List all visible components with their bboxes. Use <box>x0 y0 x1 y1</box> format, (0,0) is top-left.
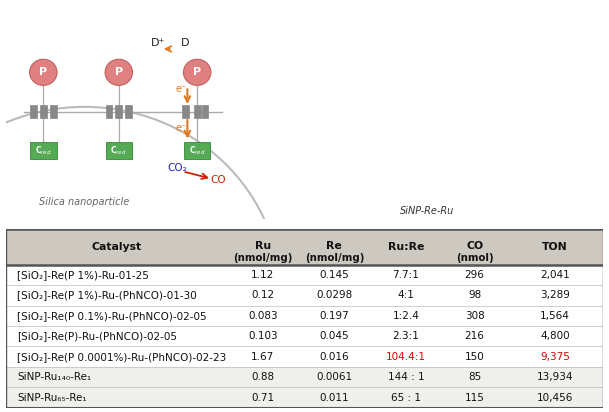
Bar <box>6 306 603 326</box>
Text: 85: 85 <box>468 372 481 382</box>
Text: CO: CO <box>466 241 483 251</box>
FancyBboxPatch shape <box>182 105 189 117</box>
Text: 2.3:1: 2.3:1 <box>393 331 420 341</box>
Text: [SiO₂]-Re(P 1%)-Ru-01-25: [SiO₂]-Re(P 1%)-Ru-01-25 <box>17 270 149 280</box>
Text: 308: 308 <box>465 311 485 321</box>
FancyBboxPatch shape <box>105 105 113 117</box>
Text: 0.197: 0.197 <box>320 311 349 321</box>
Text: 0.0061: 0.0061 <box>316 372 353 382</box>
Text: D: D <box>180 38 189 48</box>
Text: (nmol/mg): (nmol/mg) <box>304 253 364 263</box>
Text: CO: CO <box>210 176 225 185</box>
Text: 0.0298: 0.0298 <box>316 290 353 300</box>
Text: [SiO₂]-Re(P 0.1%)-Ru-(PhNCO)-02-05: [SiO₂]-Re(P 0.1%)-Ru-(PhNCO)-02-05 <box>17 311 207 321</box>
Text: P: P <box>193 67 201 77</box>
Text: 216: 216 <box>465 331 485 341</box>
Text: [SiO₂]-Re(P 1%)-Ru-(PhNCO)-01-30: [SiO₂]-Re(P 1%)-Ru-(PhNCO)-01-30 <box>17 290 197 300</box>
Text: 0.12: 0.12 <box>251 290 274 300</box>
Text: 2,041: 2,041 <box>540 270 570 280</box>
FancyBboxPatch shape <box>194 105 200 117</box>
Text: 0.016: 0.016 <box>320 352 349 362</box>
Bar <box>6 387 603 408</box>
Bar <box>507 229 603 265</box>
Text: 13,934: 13,934 <box>537 372 574 382</box>
Text: [SiO₂]-Re(P)-Ru-(PhNCO)-02-05: [SiO₂]-Re(P)-Ru-(PhNCO)-02-05 <box>17 331 177 341</box>
FancyBboxPatch shape <box>125 105 132 117</box>
Text: Ru:Re: Ru:Re <box>388 242 424 252</box>
Text: e⁻: e⁻ <box>175 123 187 133</box>
FancyBboxPatch shape <box>202 105 208 117</box>
Text: 1:2.4: 1:2.4 <box>393 311 420 321</box>
Text: 4:1: 4:1 <box>398 290 414 300</box>
Text: 98: 98 <box>468 290 481 300</box>
Text: Catalyst: Catalyst <box>91 242 141 252</box>
Bar <box>298 229 370 265</box>
Text: SiNP-Ru₆₅-Re₁: SiNP-Ru₆₅-Re₁ <box>17 393 86 403</box>
Text: 7.7:1: 7.7:1 <box>393 270 420 280</box>
Text: 0.145: 0.145 <box>320 270 349 280</box>
Bar <box>442 229 507 265</box>
Circle shape <box>105 59 133 85</box>
Text: 1.67: 1.67 <box>251 352 274 362</box>
Text: 1.12: 1.12 <box>251 270 274 280</box>
Text: 65 : 1: 65 : 1 <box>391 393 421 403</box>
Text: 10,456: 10,456 <box>537 393 573 403</box>
Text: [SiO₂]-Re(P 0.0001%)-Ru-(PhNCO)-02-23: [SiO₂]-Re(P 0.0001%)-Ru-(PhNCO)-02-23 <box>17 352 227 362</box>
Text: SiNP-Ru₁₄₀-Re₁: SiNP-Ru₁₄₀-Re₁ <box>17 372 91 382</box>
Text: 0.011: 0.011 <box>320 393 349 403</box>
Text: D⁺: D⁺ <box>151 38 166 48</box>
Text: C$_{red}$: C$_{red}$ <box>110 145 127 157</box>
Text: 3,289: 3,289 <box>540 290 570 300</box>
Text: 0.88: 0.88 <box>251 372 274 382</box>
Bar <box>370 229 442 265</box>
FancyBboxPatch shape <box>115 105 122 117</box>
Text: 4,800: 4,800 <box>540 331 570 341</box>
Circle shape <box>30 59 57 85</box>
Text: Re: Re <box>326 241 342 251</box>
FancyBboxPatch shape <box>30 105 37 117</box>
Circle shape <box>183 59 211 85</box>
Bar <box>6 326 603 346</box>
Text: 115: 115 <box>465 393 485 403</box>
Bar <box>6 229 227 265</box>
Text: C$_{red}$: C$_{red}$ <box>189 145 205 157</box>
Bar <box>227 229 298 265</box>
Bar <box>6 346 603 367</box>
FancyBboxPatch shape <box>30 143 57 159</box>
Text: (nmol/mg): (nmol/mg) <box>233 253 292 263</box>
Text: TON: TON <box>542 242 568 252</box>
FancyBboxPatch shape <box>40 105 47 117</box>
Text: Ru: Ru <box>255 241 271 251</box>
Text: e⁻: e⁻ <box>175 84 187 94</box>
Bar <box>6 265 603 285</box>
Text: P: P <box>39 67 48 77</box>
Text: CO₂: CO₂ <box>168 163 188 173</box>
Text: 0.103: 0.103 <box>248 331 278 341</box>
Text: 0.045: 0.045 <box>320 331 349 341</box>
Text: Silica nanoparticle: Silica nanoparticle <box>40 197 130 207</box>
Bar <box>6 367 603 387</box>
Text: 0.71: 0.71 <box>251 393 274 403</box>
Text: SiNP-Re-Ru: SiNP-Re-Ru <box>400 206 454 216</box>
Bar <box>6 285 603 306</box>
Text: P: P <box>114 67 123 77</box>
Text: 0.083: 0.083 <box>248 311 278 321</box>
Text: 296: 296 <box>465 270 485 280</box>
FancyBboxPatch shape <box>50 105 57 117</box>
Text: 144 : 1: 144 : 1 <box>388 372 424 382</box>
FancyBboxPatch shape <box>184 143 211 159</box>
Text: 9,375: 9,375 <box>540 352 570 362</box>
Text: 150: 150 <box>465 352 485 362</box>
Text: 1,564: 1,564 <box>540 311 570 321</box>
Text: (nmol): (nmol) <box>456 253 493 263</box>
Text: 104.4:1: 104.4:1 <box>386 352 426 362</box>
FancyBboxPatch shape <box>105 143 132 159</box>
Text: C$_{red}$: C$_{red}$ <box>35 145 52 157</box>
